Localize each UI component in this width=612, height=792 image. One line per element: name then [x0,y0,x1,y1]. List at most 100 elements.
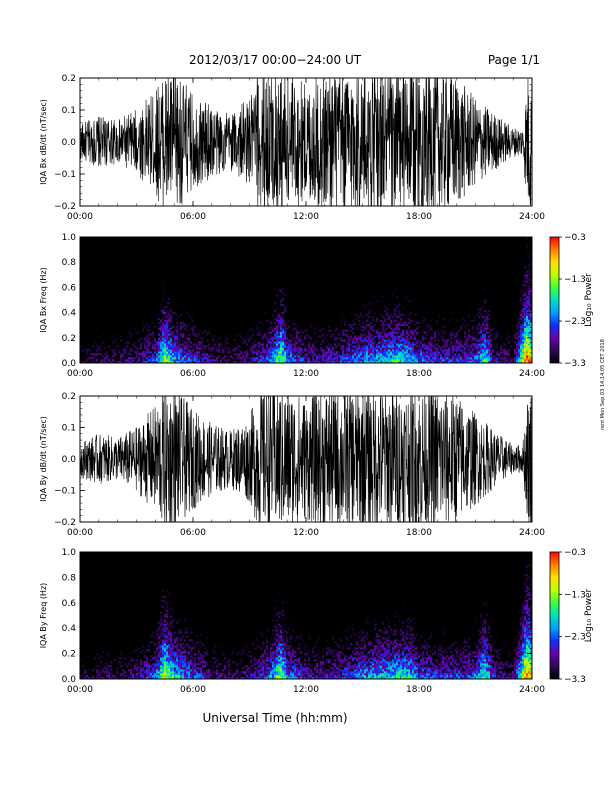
spectrogram-cell [152,321,155,324]
spectrogram-cell [478,357,481,360]
spectrogram-cell [168,319,171,322]
spectrogram-cell [470,359,473,362]
spectrogram-cell [482,329,485,332]
spectrogram-cell [110,669,113,672]
spectrogram-cell [240,361,243,364]
y-tick-label: 1.0 [62,233,77,243]
spectrogram-cell [352,357,355,360]
spectrogram-cell [244,335,247,338]
spectrogram-cell [170,315,173,319]
spectrogram-cell [354,333,357,336]
spectrogram-cell [204,351,207,354]
spectrogram-cell [264,311,267,315]
spectrogram-cell [482,321,485,324]
spectrogram-cell [524,347,527,350]
spectrogram-cell [84,357,87,360]
spectrogram-cell [474,359,477,362]
spectrogram-cell [258,321,261,324]
spectrogram-cell [408,345,411,348]
spectrogram-cell [306,345,309,348]
spectrogram-cell [238,361,241,364]
spectrogram-cell [346,351,349,354]
spectrogram-cell [184,673,187,676]
spectrogram-cell [366,323,369,326]
spectrogram-cell [192,333,195,336]
spectrogram-cell [178,629,181,632]
spectrogram-cell [520,335,523,338]
spectrogram-cell [336,357,339,360]
spectrogram-cell [178,677,181,680]
spectrogram-cell [386,347,389,350]
spectrogram-cell [164,319,167,322]
spectrogram-cell [214,651,217,654]
spectrogram-cell [190,355,193,358]
spectrogram-cell [246,669,249,672]
spectrogram-cell [330,339,333,342]
spectrogram-cell [408,313,411,317]
spectrogram-cell [124,675,127,678]
spectrogram-cell [398,323,401,326]
spectrogram-cell [464,355,467,358]
spectrogram-cell [474,317,477,320]
spectrogram-cell [370,333,373,336]
spectrogram-cell [170,307,173,311]
spectrogram-cell [218,671,221,674]
spectrogram-cell [304,361,307,364]
spectrogram-cell [220,335,223,338]
spectrogram-cell [198,647,201,650]
spectrogram-cell [184,655,187,658]
spectrogram-cell [488,309,491,313]
spectrogram-cell [128,669,131,672]
spectrogram-cell [190,661,193,664]
spectrogram-cell [524,323,527,326]
spectrogram-cell [328,345,331,348]
spectrogram-cell [476,337,479,340]
spectrogram-cell [530,307,533,311]
spectrogram-cell [444,353,447,356]
spectrogram-cell [296,333,299,336]
spectrogram-cell [206,339,209,342]
spectrogram-cell [198,639,201,642]
spectrogram-cell [390,323,393,326]
spectrogram-cell [150,675,153,678]
spectrogram-cell [92,357,95,360]
spectrogram-cell [396,303,399,307]
spectrogram-cell [348,357,351,360]
spectrogram-cell [478,353,481,356]
spectrogram-cell [350,321,353,324]
spectrogram-cell [162,643,165,646]
spectrogram-cell [366,353,369,356]
spectrogram-cell [180,355,183,358]
spectrogram-cell [360,327,363,330]
spectrogram-cell [300,343,303,346]
spectrogram-cell [512,339,515,342]
spectrogram-cell [116,343,119,346]
spectrogram-cell [164,619,167,622]
spectrogram-cell [496,333,499,336]
spectrogram-cell [480,325,483,328]
spectrogram-cell [154,341,157,344]
spectrogram-cell [516,303,519,307]
spectrogram-cell [448,339,451,342]
spectrogram-cell [114,677,117,680]
spectrogram-cell [264,347,267,350]
spectrogram-cell [412,333,415,336]
spectrogram-cell [262,335,265,338]
spectrogram-cell [188,651,191,654]
spectrogram-cell [160,611,163,614]
spectrogram-cell [212,665,215,668]
spectrogram-cell [426,359,429,362]
spectrogram-cell [204,665,207,668]
spectrogram-cell [196,655,199,658]
spectrogram-cell [388,353,391,356]
spectrogram-cell [178,667,181,670]
spectrogram-cell [396,315,399,319]
spectrogram-cell [170,621,173,624]
spectrogram-cell [372,333,375,336]
spectrogram-cell [170,345,173,348]
spectrogram-cell [428,345,431,348]
spectrogram-cell [260,327,263,330]
spectrogram-cell [494,359,497,362]
spectrogram-cell [340,337,343,340]
spectrogram-cell [214,345,217,348]
